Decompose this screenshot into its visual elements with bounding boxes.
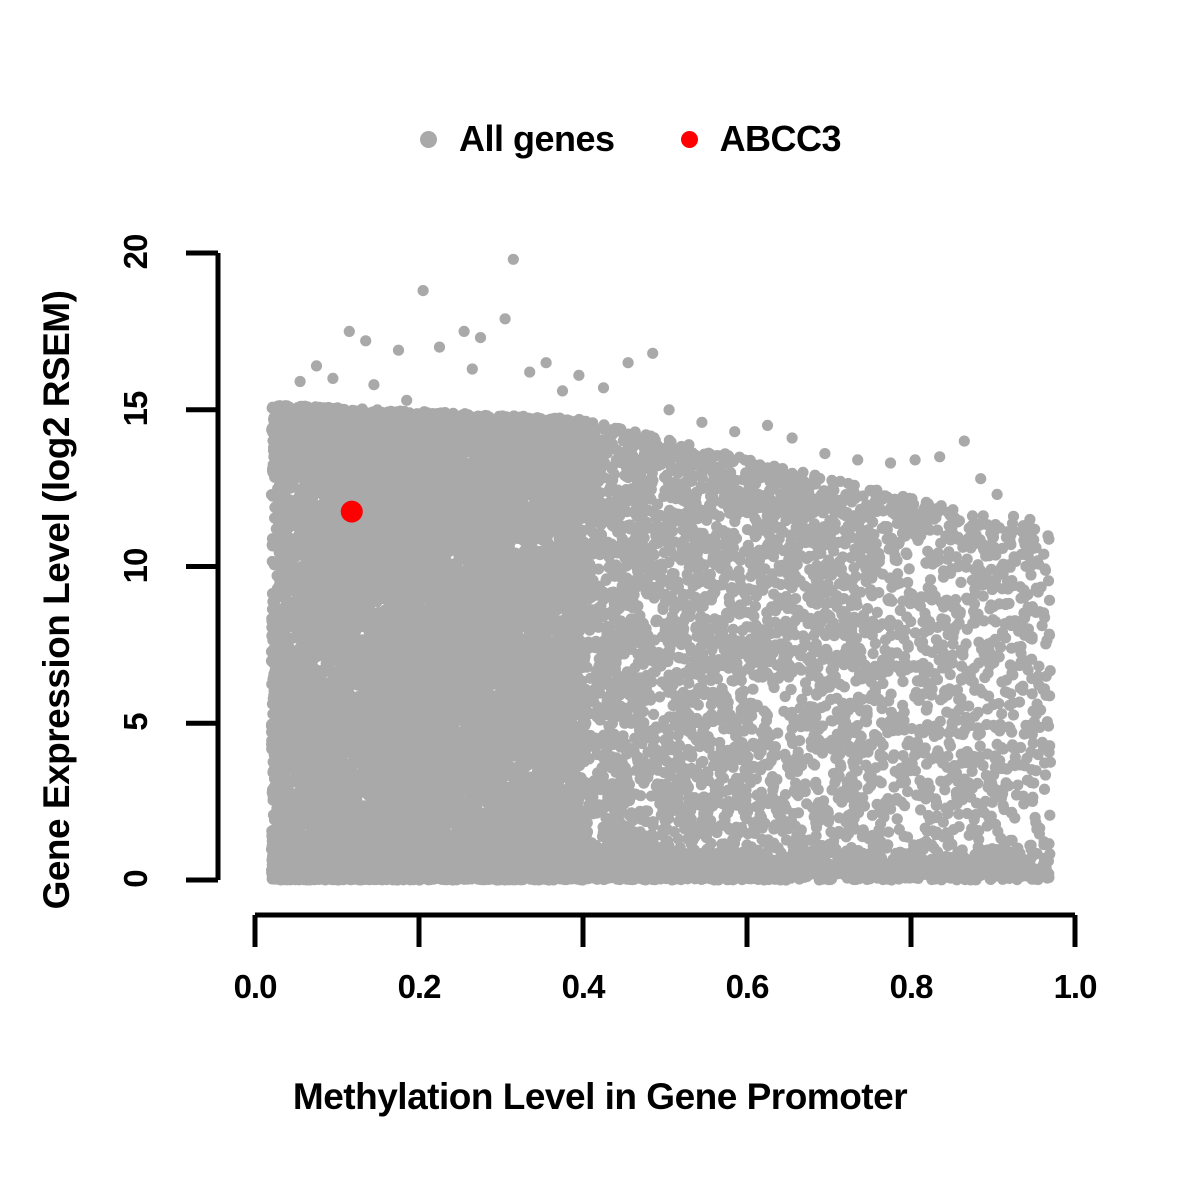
axes-layer [186,250,1078,947]
legend-entry-abcc3: ABCC3 [680,118,842,160]
gray-dot-icon [420,130,437,148]
y-tick-label: 0 [117,870,154,888]
all-genes-point-cloud [265,253,1057,886]
x-tick-label: 0.6 [725,968,770,1005]
x-axis-title: Methylation Level in Gene Promoter [292,1076,908,1117]
y-tick-label: 5 [117,713,154,731]
chart-legend: All genes ABCC3 [420,118,842,160]
abcc3-data-point[interactable] [340,500,363,523]
data-points-layer [265,253,1057,886]
legend-entry-all-genes: All genes [420,118,615,160]
x-tick-label: 0.0 [233,968,278,1005]
x-tick-label: 0.4 [561,968,606,1005]
y-tick-label: 20 [117,234,154,270]
x-axis-ticks [252,915,1078,947]
legend-label-all-genes: All genes [459,118,615,159]
legend-label-abcc3: ABCC3 [719,118,842,159]
x-tick-label: 1.0 [1053,968,1098,1005]
y-tick-label: 10 [117,548,154,583]
y-tick-label: 15 [117,391,154,427]
y-axis-ticks [186,250,218,883]
highlight-point-layer [340,500,363,523]
red-dot-icon [680,130,698,148]
x-tick-label: 0.2 [397,968,442,1005]
x-tick-label: 0.8 [889,968,934,1005]
